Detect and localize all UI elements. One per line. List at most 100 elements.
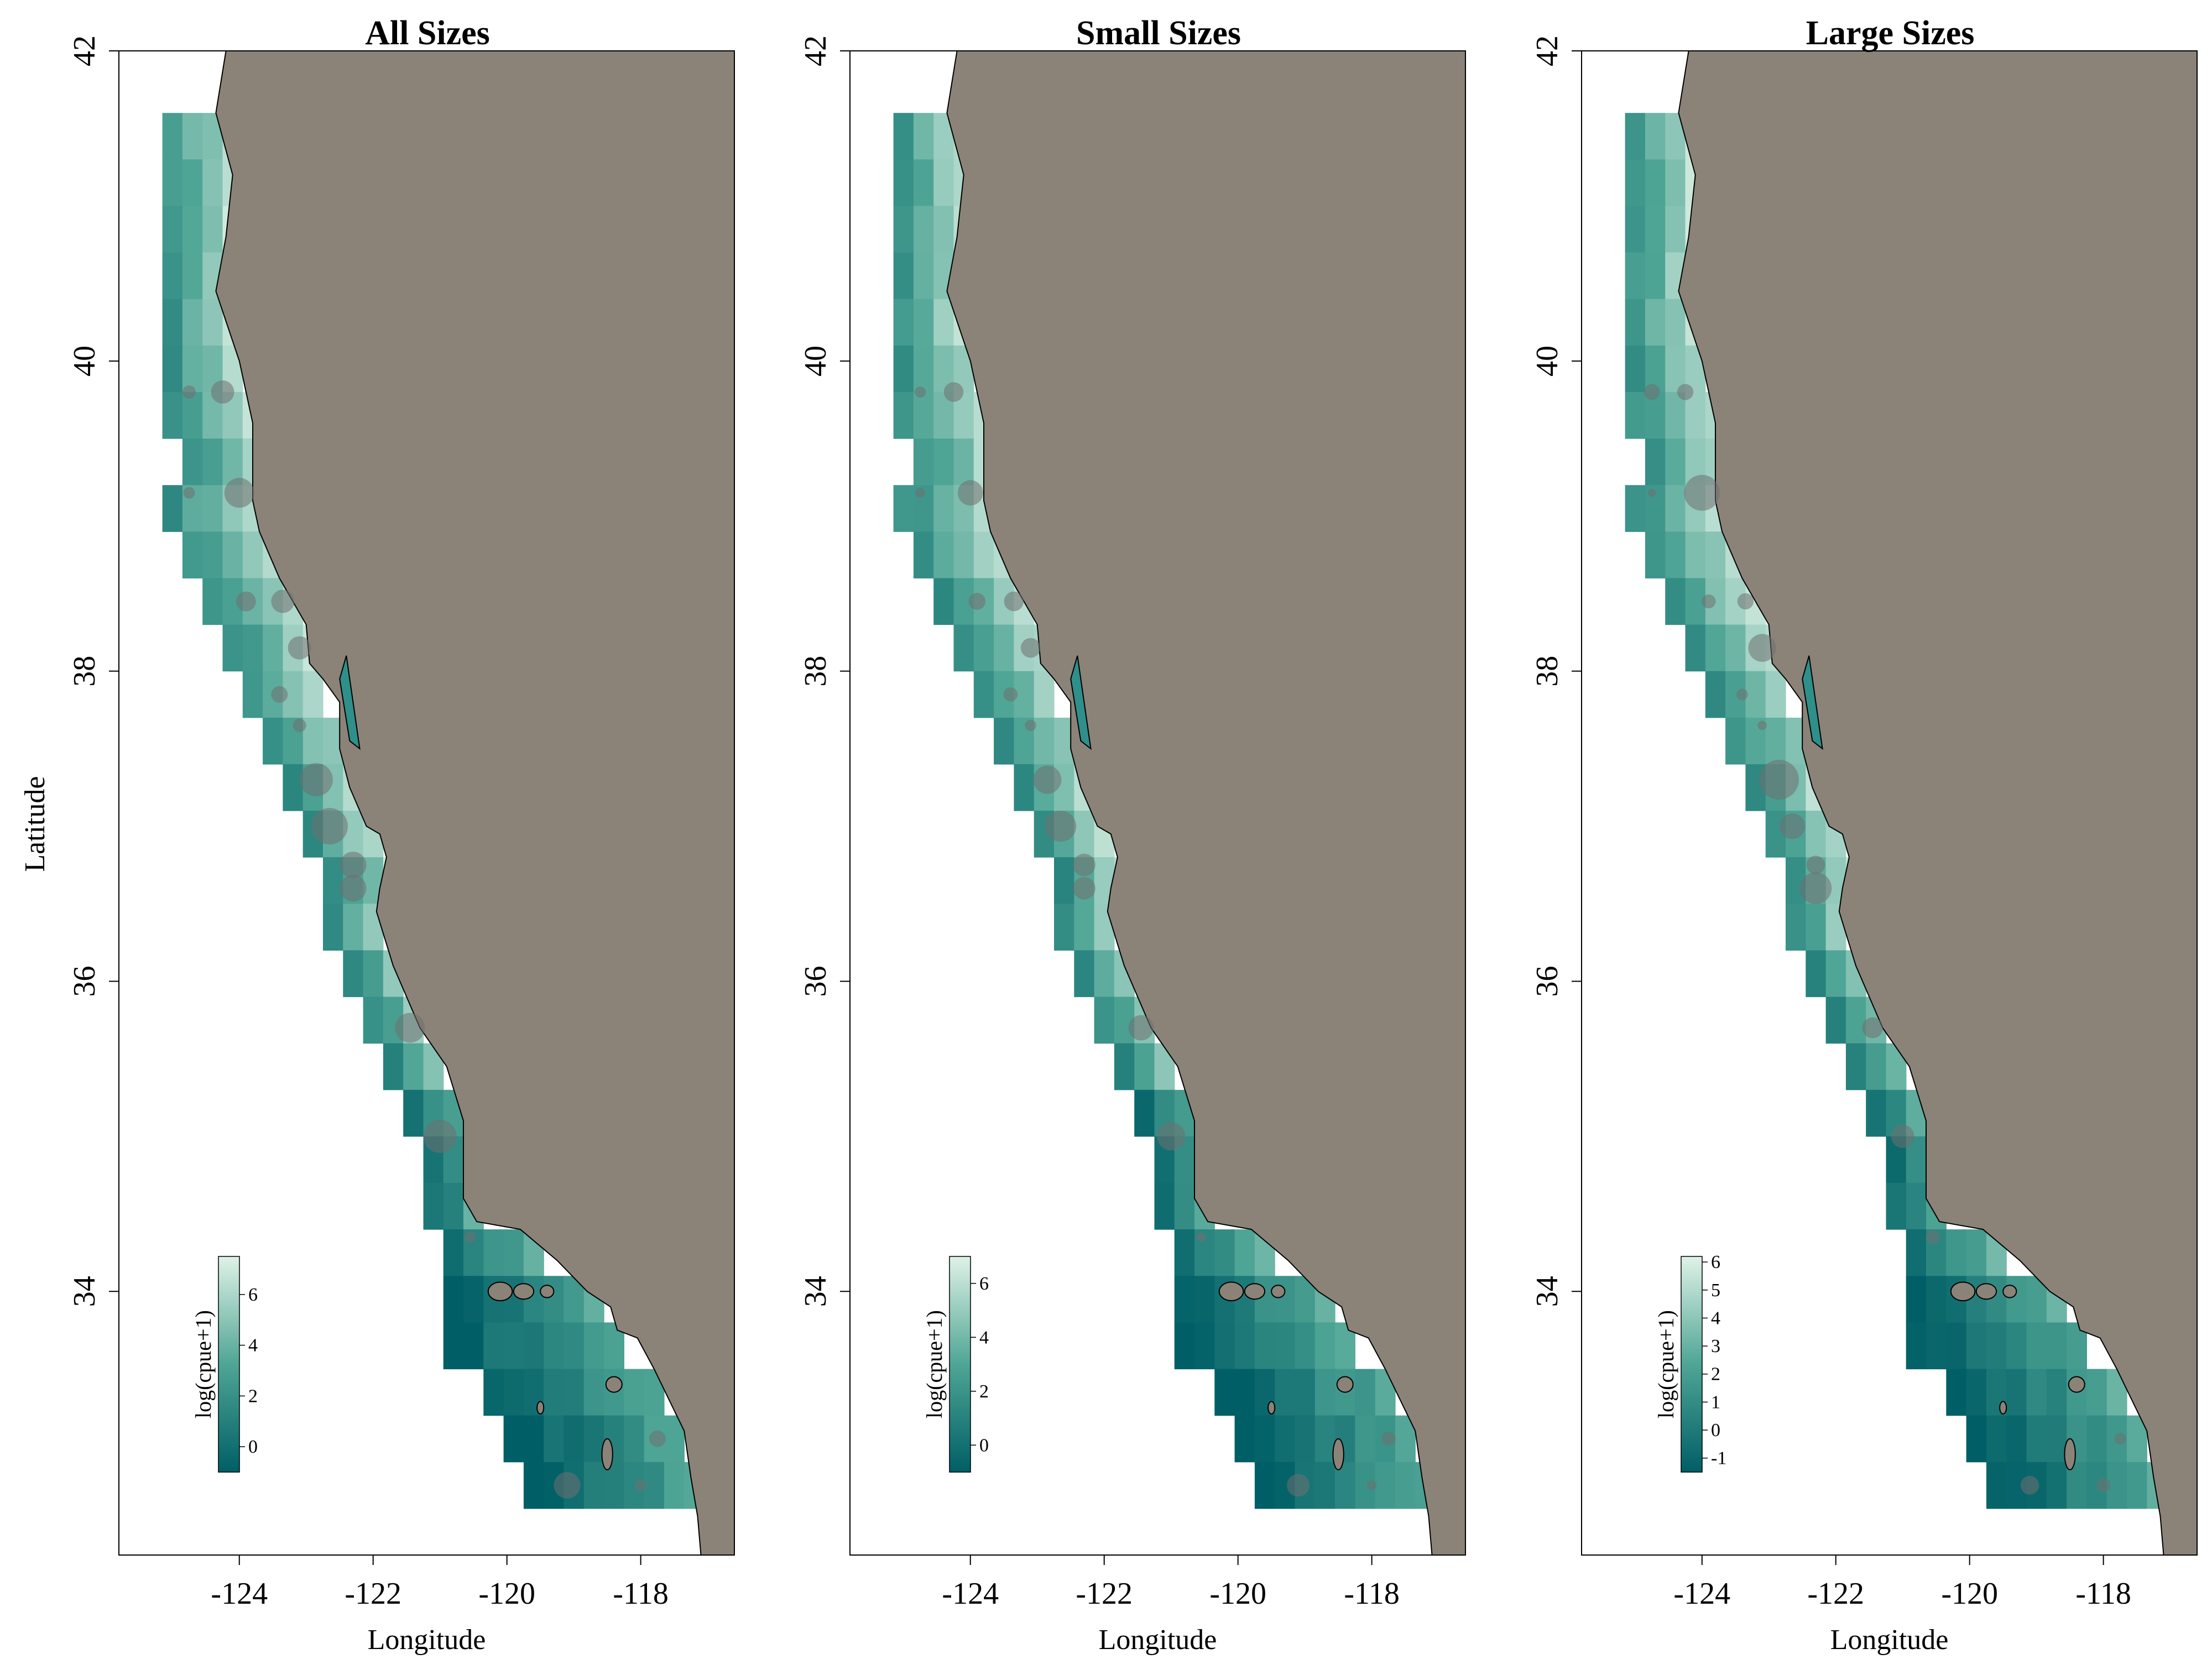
island xyxy=(513,1283,535,1300)
grid-cell xyxy=(1665,299,1686,346)
grid-cell xyxy=(1625,345,1646,393)
colorbar-tick-label: -1 xyxy=(1711,1448,1726,1469)
catch-bubble xyxy=(340,875,367,902)
grid-cell xyxy=(1074,811,1095,858)
grid-cell xyxy=(1966,1322,1987,1370)
grid-cell xyxy=(1214,1322,1235,1370)
grid-cell xyxy=(1665,159,1686,206)
grid-cell xyxy=(1845,1043,1866,1091)
catch-bubble xyxy=(635,1479,647,1491)
grid-cell xyxy=(1275,1369,1296,1416)
x-tick-label: -118 xyxy=(1344,1577,1400,1611)
grid-cell xyxy=(343,950,364,998)
y-tick-label: 40 xyxy=(1530,346,1564,377)
colorbar xyxy=(218,1256,240,1473)
y-tick-label: 42 xyxy=(1530,35,1564,66)
colorbar-tick-label: 2 xyxy=(1711,1364,1720,1385)
catch-bubble xyxy=(224,478,254,508)
island xyxy=(2068,1376,2085,1393)
grid-cell xyxy=(994,717,1014,765)
grid-cell xyxy=(1295,1369,1316,1416)
grid-cell xyxy=(1906,1322,1927,1370)
colorbar-legend: 0 2 4 6 log(cpue+1) xyxy=(922,1256,989,1473)
catch-bubbles xyxy=(1644,384,2126,1495)
grid-cell xyxy=(343,904,364,951)
colorbar-legend: 0 2 4 6 log(cpue+1) xyxy=(191,1256,258,1473)
grid-cell xyxy=(182,392,203,439)
grid-cell xyxy=(893,206,914,253)
island xyxy=(1336,1376,1354,1393)
grid-cell xyxy=(544,1369,565,1416)
grid-cell xyxy=(1725,717,1746,765)
x-axis-title: Longitude xyxy=(1099,1624,1217,1656)
grid-cell xyxy=(463,1322,484,1370)
panel-title: Small Sizes xyxy=(1076,14,1241,52)
san-francisco-bay xyxy=(1070,655,1092,750)
catch-bubble xyxy=(1799,872,1832,905)
grid-cell xyxy=(1645,299,1666,346)
grid-cell xyxy=(913,113,934,160)
catch-bubble xyxy=(1381,1431,1396,1446)
island xyxy=(540,1285,555,1298)
grid-cell xyxy=(523,1462,544,1509)
grid-cell xyxy=(1845,997,1866,1044)
colorbar-title: log(cpue+1) xyxy=(922,1310,947,1418)
catch-bubble xyxy=(395,1013,425,1043)
catch-bubbles xyxy=(914,382,1396,1497)
grid-cell xyxy=(1314,1415,1335,1463)
grid-cell xyxy=(1054,857,1074,904)
grid-cell xyxy=(1665,439,1686,486)
grid-cell xyxy=(2006,1276,2027,1323)
grid-cell xyxy=(973,624,994,672)
grid-cell xyxy=(162,159,183,206)
grid-cell xyxy=(1786,904,1806,951)
catch-bubble xyxy=(1702,594,1716,609)
grid-cell xyxy=(503,1322,524,1370)
plot-frame xyxy=(118,50,735,1556)
grid-cell xyxy=(933,485,954,532)
island xyxy=(1244,1283,1266,1300)
catch-bubble xyxy=(183,487,195,499)
grid-cell xyxy=(202,159,223,206)
grid-cell xyxy=(2026,1322,2047,1370)
grid-cell xyxy=(1174,1229,1195,1276)
grid-cell xyxy=(583,1369,604,1416)
grid-cell xyxy=(953,624,974,672)
grid-cell xyxy=(2127,1462,2147,1509)
catch-bubble xyxy=(1128,1015,1154,1041)
grid-cell xyxy=(2046,1322,2067,1370)
y-tick-label: 38 xyxy=(799,656,833,687)
land-mass xyxy=(215,50,735,1556)
grid-cell xyxy=(644,1462,665,1509)
grid-cell xyxy=(583,1415,604,1463)
colorbar-tick-label: 0 xyxy=(1711,1420,1720,1441)
grid-cell xyxy=(302,671,324,718)
grid-cell xyxy=(1355,1415,1376,1463)
grid-cell xyxy=(1725,624,1746,672)
colorbar-title: log(cpue+1) xyxy=(191,1310,216,1418)
grid-cell xyxy=(1866,1089,1887,1137)
grid-cell xyxy=(624,1369,645,1416)
grid-cell xyxy=(242,531,263,578)
grid-cell xyxy=(1745,671,1766,718)
y-axis-title: Latitude xyxy=(19,776,51,872)
colorbar-tick-label: 4 xyxy=(248,1335,258,1356)
catch-bubble xyxy=(1757,721,1767,731)
grid-cell xyxy=(583,1462,604,1509)
grid-cell xyxy=(1645,113,1666,160)
x-tick-label: -124 xyxy=(211,1577,268,1611)
x-tick-label: -118 xyxy=(613,1577,669,1611)
catch-bubble xyxy=(1003,687,1018,702)
colorbar-tick-label: 0 xyxy=(248,1437,258,1457)
grid-cell xyxy=(1174,1322,1195,1370)
grid-cell xyxy=(1645,159,1666,206)
catch-bubble xyxy=(1033,765,1062,794)
grid-cell xyxy=(162,392,183,439)
grid-cell xyxy=(1275,1415,1296,1463)
grid-cell xyxy=(1926,1322,1947,1370)
grid-cell xyxy=(1395,1462,1416,1509)
grid-cell xyxy=(1685,392,1706,439)
x-axis-title: Longitude xyxy=(368,1624,486,1656)
